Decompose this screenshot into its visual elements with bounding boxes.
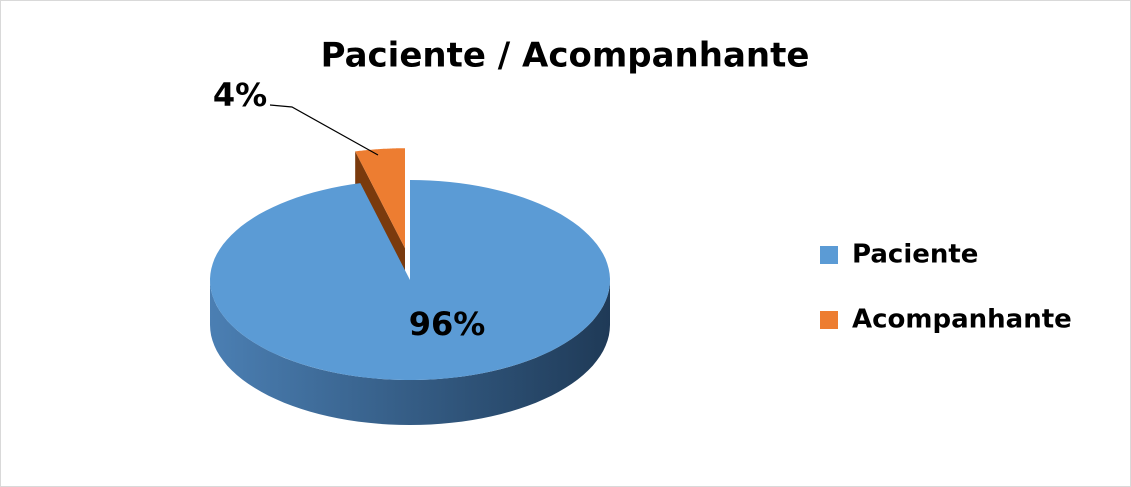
pie-slice: [210, 180, 610, 380]
legend-swatch: [820, 311, 838, 329]
chart-title: Paciente / Acompanhante: [321, 36, 810, 76]
pie-slice: [355, 148, 405, 249]
legend-swatch: [820, 246, 838, 264]
legend-label: Acompanhante: [852, 305, 1072, 335]
leader-line: [269, 104, 379, 156]
legend-label: Paciente: [852, 240, 978, 270]
data-label: 4%: [213, 76, 267, 114]
data-label: 96%: [409, 305, 486, 343]
pie-side: [210, 280, 610, 425]
